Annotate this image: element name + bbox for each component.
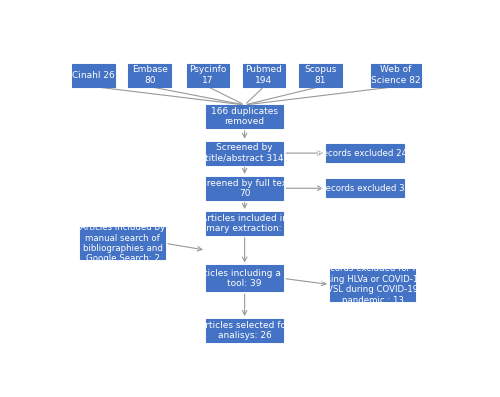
FancyBboxPatch shape	[206, 266, 284, 291]
Text: Records excluded 244: Records excluded 244	[317, 148, 412, 158]
Text: Screened by
title/abstract 314: Screened by title/abstract 314	[206, 143, 284, 163]
Text: Articles selected for
analisys: 26: Articles selected for analisys: 26	[199, 321, 290, 340]
FancyBboxPatch shape	[80, 227, 165, 259]
Text: Articles including a VL
tool: 39: Articles including a VL tool: 39	[194, 269, 295, 288]
Text: Pubmed
194: Pubmed 194	[246, 66, 282, 85]
Text: Embase
80: Embase 80	[132, 66, 168, 85]
Text: Records excluded 33: Records excluded 33	[320, 184, 410, 193]
Text: Records excluded for not
using HLVa or COVID-19
VSL during COVID-19
pandemic : 1: Records excluded for not using HLVa or C…	[318, 264, 426, 304]
Text: Screened by full text:
70: Screened by full text: 70	[196, 179, 294, 198]
Text: Cinahl 26: Cinahl 26	[72, 71, 115, 80]
FancyBboxPatch shape	[326, 144, 404, 162]
Text: 166 duplicates
removed: 166 duplicates removed	[211, 107, 278, 126]
FancyBboxPatch shape	[370, 64, 421, 87]
Text: Web of
Science 82: Web of Science 82	[371, 66, 420, 85]
FancyBboxPatch shape	[326, 179, 404, 197]
FancyBboxPatch shape	[206, 105, 284, 128]
FancyBboxPatch shape	[299, 64, 342, 87]
FancyBboxPatch shape	[206, 212, 284, 235]
FancyBboxPatch shape	[206, 142, 284, 165]
Text: Articles included by
manual search of
bibliographies and
Google Search: 2: Articles included by manual search of bi…	[80, 223, 165, 263]
FancyBboxPatch shape	[72, 64, 115, 87]
FancyBboxPatch shape	[186, 64, 229, 87]
FancyBboxPatch shape	[128, 64, 171, 87]
FancyBboxPatch shape	[242, 64, 286, 87]
FancyBboxPatch shape	[206, 319, 284, 342]
Text: Scopus
81: Scopus 81	[304, 66, 336, 85]
Text: Psycinfo
17: Psycinfo 17	[189, 66, 226, 85]
FancyBboxPatch shape	[330, 268, 415, 301]
FancyBboxPatch shape	[206, 177, 284, 200]
Text: Articles included in
primary extraction: 37: Articles included in primary extraction:…	[194, 214, 296, 233]
